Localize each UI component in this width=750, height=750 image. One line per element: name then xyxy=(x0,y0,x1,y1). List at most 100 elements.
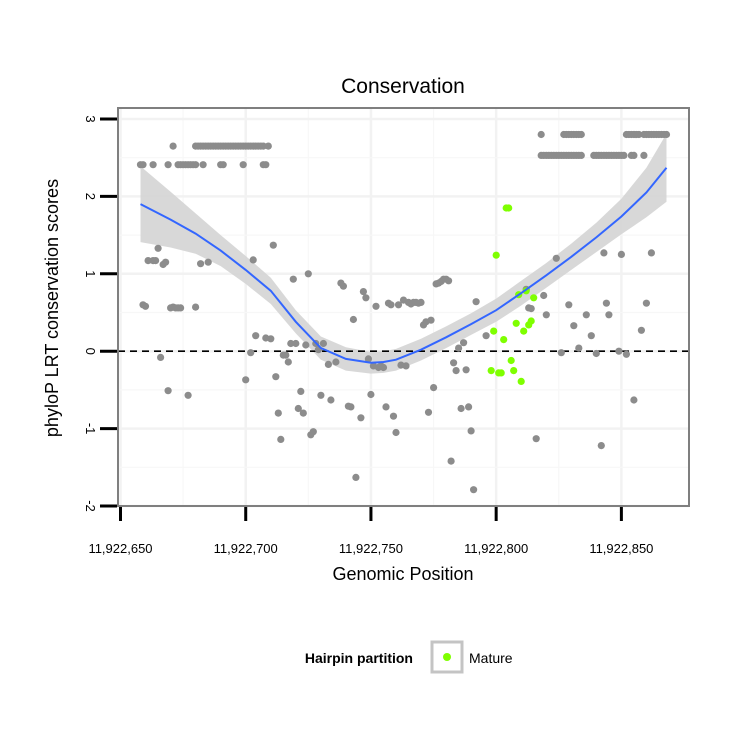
data-point-other xyxy=(570,322,578,330)
data-point-other xyxy=(242,376,250,384)
y-tick-label: 2 xyxy=(83,193,98,200)
data-point-other xyxy=(600,249,608,257)
data-point-other xyxy=(457,404,465,413)
data-point-other xyxy=(272,373,280,381)
data-point-other xyxy=(620,151,628,159)
data-point-other xyxy=(177,304,185,312)
data-point-other xyxy=(139,161,147,169)
data-point-mature xyxy=(527,317,535,325)
data-point-other xyxy=(615,347,623,355)
data-point-other xyxy=(149,161,157,169)
data-point-other xyxy=(309,428,317,436)
data-point-other xyxy=(192,161,200,169)
data-point-other xyxy=(455,344,463,352)
data-point-mature xyxy=(520,327,528,335)
y-tick-label: 3 xyxy=(83,115,98,122)
data-point-other xyxy=(575,344,583,352)
legend-label-mature: Mature xyxy=(469,650,513,666)
data-point-other xyxy=(164,161,172,169)
data-point-other xyxy=(239,161,247,169)
data-point-mature xyxy=(530,294,538,302)
data-point-other xyxy=(269,241,277,249)
data-point-other xyxy=(141,302,150,310)
data-point-other xyxy=(284,358,292,366)
data-point-other xyxy=(192,303,200,311)
plot-marks xyxy=(118,130,689,494)
data-point-other xyxy=(482,332,490,340)
x-tick-label: 11,922,750 xyxy=(339,541,403,556)
data-point-other xyxy=(184,391,192,399)
legend-title: Hairpin partition xyxy=(305,650,413,666)
data-point-other xyxy=(317,391,325,399)
data-point-other xyxy=(267,335,275,343)
data-point-other xyxy=(349,315,357,324)
data-point-other xyxy=(262,161,270,169)
data-point-other xyxy=(247,349,255,357)
data-point-other xyxy=(379,363,388,372)
data-point-other xyxy=(577,130,585,139)
data-point-other xyxy=(582,311,590,319)
data-point-other xyxy=(647,249,656,257)
data-point-other xyxy=(274,409,282,417)
x-axis-label: Genomic Position xyxy=(332,564,473,584)
data-point-mature xyxy=(500,336,508,344)
data-point-other xyxy=(392,428,400,437)
data-point-other xyxy=(452,367,460,375)
y-tick-label: -2 xyxy=(83,500,98,512)
data-point-other xyxy=(472,298,480,306)
data-point-other xyxy=(367,390,375,399)
y-tick-label: 0 xyxy=(83,348,98,355)
data-point-other xyxy=(289,275,297,283)
y-tick-label: -1 xyxy=(83,423,98,435)
data-point-other xyxy=(450,359,458,367)
data-point-other xyxy=(362,294,370,302)
data-point-other xyxy=(394,301,403,309)
data-point-other xyxy=(292,339,300,348)
data-point-other xyxy=(465,403,473,411)
data-point-other xyxy=(154,244,162,252)
data-point-other xyxy=(249,256,257,264)
data-point-mature xyxy=(505,204,513,212)
data-point-other xyxy=(327,396,335,404)
data-point-mature xyxy=(497,369,505,377)
panel-border xyxy=(117,107,690,507)
data-point-other xyxy=(470,486,478,494)
data-point-other xyxy=(324,360,332,368)
smoothed-trend-line xyxy=(140,167,668,364)
data-point-other xyxy=(445,277,453,285)
data-point-other xyxy=(389,412,398,420)
data-point-other xyxy=(204,258,212,266)
data-point-other xyxy=(424,408,433,416)
confidence-band xyxy=(140,133,667,374)
data-point-other xyxy=(304,270,312,278)
data-point-mature xyxy=(517,377,525,385)
x-tick-label: 11,922,700 xyxy=(214,541,278,556)
data-point-mature xyxy=(487,367,495,375)
data-point-other xyxy=(447,457,455,465)
data-point-other xyxy=(630,151,638,159)
x-tick-label: 11,922,800 xyxy=(464,541,528,556)
data-point-other xyxy=(157,353,165,361)
data-point-other xyxy=(527,305,535,313)
data-point-other xyxy=(219,161,227,169)
y-tick-label: 1 xyxy=(83,270,98,277)
data-point-other xyxy=(402,362,410,370)
data-point-other xyxy=(199,161,207,169)
data-point-other xyxy=(592,349,600,358)
data-point-other xyxy=(302,341,310,349)
legend-key-mature xyxy=(443,653,451,661)
data-point-other xyxy=(364,355,372,363)
data-point-other xyxy=(259,142,267,150)
data-point-other xyxy=(359,288,367,296)
data-point-other xyxy=(540,291,548,300)
legend: Hairpin partition Mature xyxy=(305,640,513,674)
data-point-other xyxy=(430,384,438,392)
data-point-other xyxy=(162,258,170,266)
data-point-other xyxy=(637,326,646,334)
data-point-other xyxy=(339,282,347,290)
data-point-other xyxy=(427,316,435,324)
data-point-mature xyxy=(490,327,498,335)
data-point-other xyxy=(197,260,205,268)
data-point-other xyxy=(347,403,355,411)
